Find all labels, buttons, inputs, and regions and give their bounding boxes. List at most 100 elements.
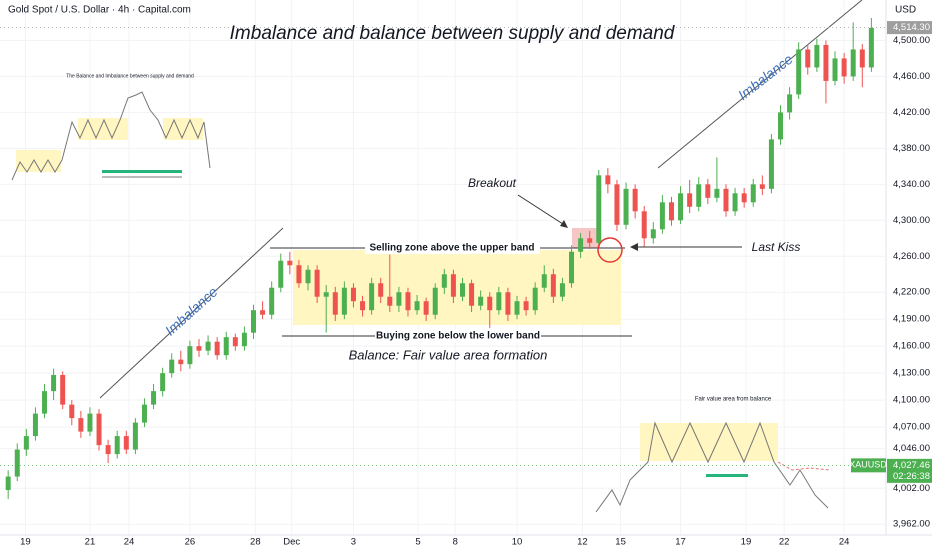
x-tick-label: 19 [20,537,31,548]
candle-body [823,44,829,81]
candle-body [87,413,93,432]
y-tick-label: 4,260.00 [893,251,930,262]
x-tick-label: 21 [85,537,96,548]
candle-body [596,175,602,243]
candle-body [360,301,366,311]
inset-legend [706,474,748,477]
balance-zone [293,250,621,325]
candle-body [287,260,293,266]
x-tick-label: 22 [779,537,790,548]
candle-body [23,436,29,450]
candle-body [714,188,720,198]
candle-body [269,287,275,315]
candle-body [423,301,429,315]
candle-body [405,292,411,311]
candle-body [450,274,456,297]
candle-body [14,449,20,477]
arrow-head [630,243,638,251]
price-tag [887,21,932,35]
inset-path [11,91,211,181]
candle-body [623,188,629,225]
inset-top [11,91,211,181]
candle-body [60,374,66,405]
x-tick-label: 24 [124,537,135,548]
candle-body [632,188,638,212]
price-timer: 02:26:38 [893,471,930,482]
candle-body [432,287,438,315]
inset-path [777,461,831,471]
candle-body [105,445,111,455]
y-tick-label: 3,962.00 [893,519,930,530]
y-tick-label: 4,300.00 [893,215,930,226]
candle-body [387,296,393,306]
inset-zone [78,118,128,140]
candle-body [750,184,756,203]
y-tick-label: 4,380.00 [893,143,930,154]
candle-body [778,112,784,140]
candle-body [114,436,120,455]
y-tick-label: 4,100.00 [893,395,930,406]
last-kiss-circle [597,237,623,263]
candle-body [668,202,674,221]
candle-body [51,374,57,392]
y-tick-label: 4,130.00 [893,368,930,379]
candle-body [841,58,847,77]
candle-body [459,283,465,297]
x-tick-label: 12 [577,537,588,548]
candle-body [5,476,11,491]
symbol-tag [851,458,886,473]
candle-body [441,274,447,288]
candle-body [478,296,484,306]
candle-body [296,265,302,284]
candle-body [850,49,856,77]
candle-body [69,404,75,419]
annotation: Selling zone above the upper band [369,243,534,254]
candle-body [505,292,511,315]
candle-body [605,175,611,185]
candle-body [178,359,184,365]
candle-body [196,346,202,351]
candle-body [514,301,520,315]
y-tick-label: 4,070.00 [893,422,930,433]
header: Gold Spot / U.S. Dollar · 4h · Capital.c… [8,5,191,16]
x-tick-label: 17 [675,537,686,548]
candle-body [814,44,820,68]
x-tick-label: 10 [512,537,523,548]
candle-body [614,184,620,225]
candle-body [678,193,684,221]
candle-body [569,251,575,284]
candle-body [332,292,338,315]
trend-line [99,227,284,399]
candle-body [523,301,529,311]
candle-body [241,332,247,347]
x-tick-label: 28 [250,537,261,548]
candle-body [214,341,220,356]
candle-body [541,274,547,288]
annotation: Fair value area from balance [695,397,772,403]
candle-body [223,337,229,356]
x-tick-label: 3 [351,537,356,548]
y-tick-label: 4,420.00 [893,107,930,118]
candle-body [396,292,402,306]
candle-body [705,184,711,198]
y-tick-label: 4,190.00 [893,314,930,325]
axes: 3,962.00 4,002.00 4,046.00 4,070.00 4,100.00… [0,21,932,548]
x-tick-label: 8 [453,537,458,548]
candle-body [341,287,347,315]
candle-body [123,436,129,450]
candle-body [132,422,138,450]
x-tick-label: 5 [415,537,420,548]
candle-body [796,49,802,95]
candle-body [696,184,702,207]
inset-legend [102,176,182,178]
price-tag-label: 4,027.46 [893,460,930,471]
annotation: Last Kiss [752,240,801,254]
candle-body [232,337,238,347]
arrow-head [560,220,568,228]
currency: USD [895,5,916,16]
annotation: Balance: Fair value area formation [349,347,548,362]
candle-body [350,287,356,302]
candle-body [78,418,84,432]
candle-body [169,359,175,374]
candle-body [369,283,375,311]
